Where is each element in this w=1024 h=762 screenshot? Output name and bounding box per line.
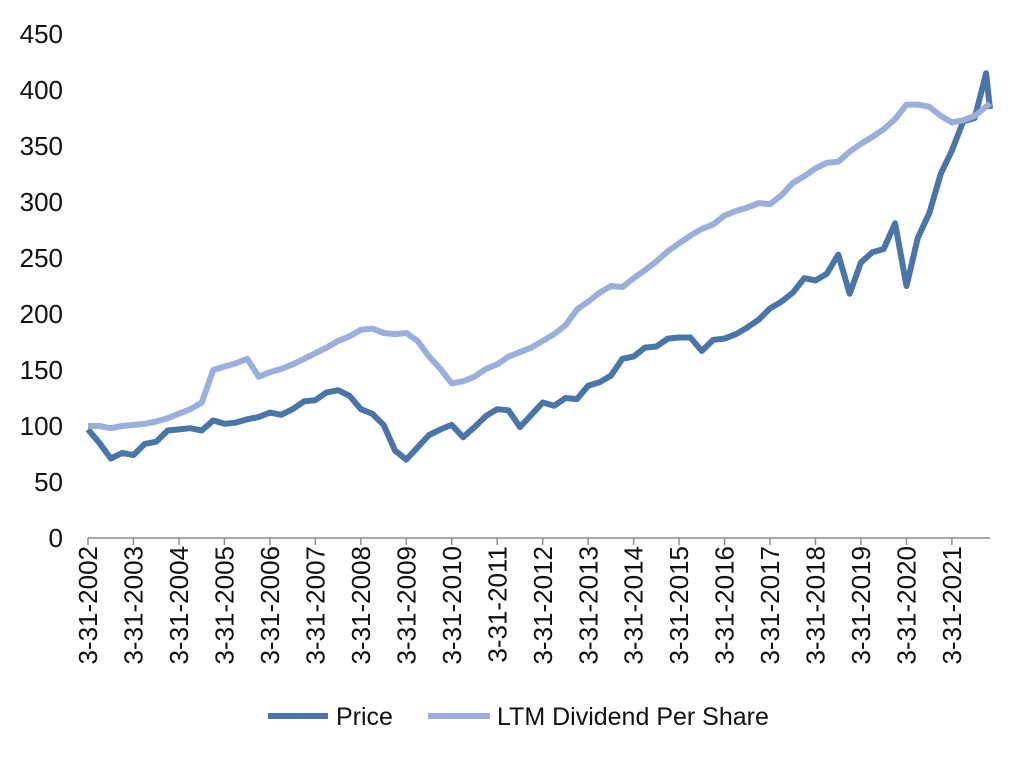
legend-label-ltm-dividend-per-share: LTM Dividend Per Share <box>497 703 769 731</box>
x-tick-label: 3-31-2007 <box>300 546 330 665</box>
y-tick-label: 0 <box>49 523 63 553</box>
x-tick-label: 3-31-2017 <box>755 546 785 665</box>
series-line-price <box>85 70 993 463</box>
legend-label-price: Price <box>336 703 393 731</box>
x-tick-label: 3-31-2013 <box>573 546 603 665</box>
y-axis-labels: 0 50 100 150 200 250 300 350 400 450 <box>20 19 63 553</box>
legend-item-ltm-dividend-per-share: LTM Dividend Per Share <box>428 703 769 731</box>
x-tick-label: 3-31-2005 <box>210 546 240 665</box>
y-tick-label: 450 <box>20 19 63 49</box>
legend: Price LTM Dividend Per Share <box>268 703 769 731</box>
x-tick-label: 3-31-2010 <box>437 546 467 665</box>
x-axis-ticks <box>87 538 953 545</box>
x-tick-label: 3-31-2015 <box>664 546 694 665</box>
series-line-ltm-dividend-per-share <box>88 101 992 432</box>
legend-item-price: Price <box>268 703 393 731</box>
x-tick-label: 3-31-2004 <box>164 546 194 665</box>
y-tick-label: 250 <box>20 243 63 273</box>
x-tick-label: 3-31-2018 <box>801 546 831 665</box>
x-tick-label: 3-31-2019 <box>846 546 876 665</box>
y-tick-label: 400 <box>20 75 63 105</box>
y-tick-label: 200 <box>20 299 63 329</box>
y-tick-label: 150 <box>20 355 63 385</box>
x-axis-labels: 3-31-2002 3-31-2003 3-31-2004 3-31-2005 3-31… <box>73 546 967 665</box>
x-tick-label: 3-31-2002 <box>73 546 103 665</box>
y-tick-label: 100 <box>20 411 63 441</box>
x-tick-label: 3-31-2016 <box>710 546 740 665</box>
x-tick-label: 3-31-2014 <box>619 546 649 665</box>
x-tick-label: 3-31-2008 <box>346 546 376 665</box>
x-tick-label: 3-31-2020 <box>892 546 922 665</box>
plot-area <box>85 70 993 463</box>
y-tick-label: 350 <box>20 131 63 161</box>
y-tick-label: 300 <box>20 187 63 217</box>
x-tick-label: 3-31-2003 <box>118 546 148 665</box>
x-tick-label: 3-31-2009 <box>391 546 421 665</box>
x-tick-label: 3-31-2006 <box>255 546 285 665</box>
y-tick-label: 50 <box>34 467 63 497</box>
x-tick-label: 3-31-2012 <box>528 546 558 665</box>
x-tick-label: 3-31-2011 <box>482 546 512 663</box>
x-tick-label: 3-31-2021 <box>937 546 967 665</box>
